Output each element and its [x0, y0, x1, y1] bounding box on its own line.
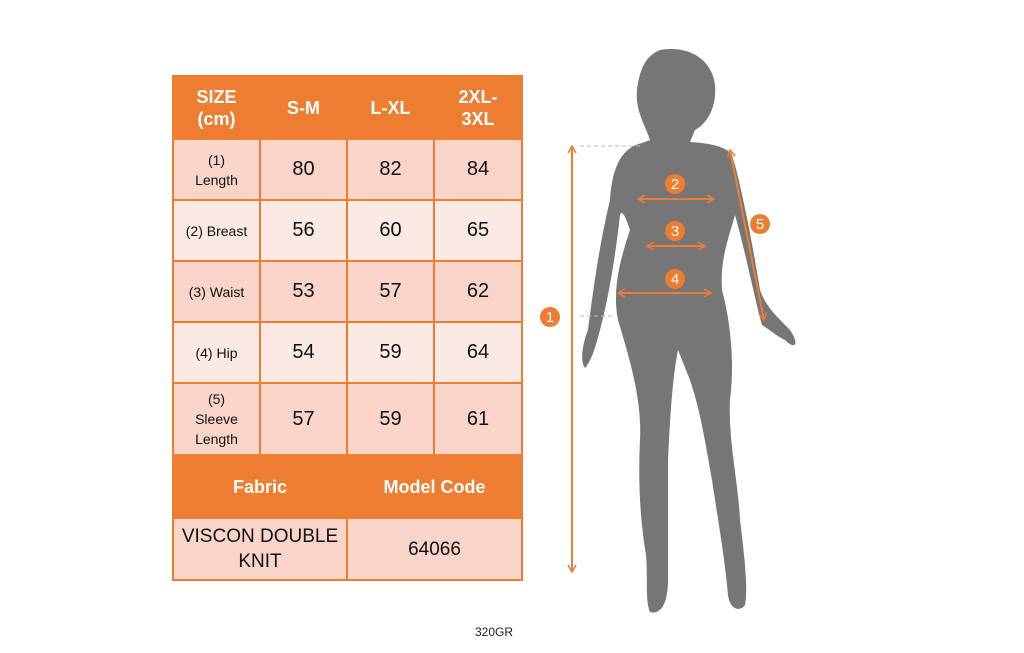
fabric-header: Fabric [172, 454, 348, 519]
row-label: (2) Breast [172, 199, 261, 262]
marker-4-icon [665, 269, 685, 289]
cell: 82 [346, 138, 435, 201]
cell: 57 [346, 260, 435, 323]
row-label: (5) Sleeve Length [172, 382, 261, 456]
cell: 56 [259, 199, 348, 262]
fabric-header-row: Fabric Model Code [172, 454, 523, 519]
marker-3: 3 [671, 223, 679, 240]
silhouette-icon [582, 49, 796, 613]
table-row: (2) Breast 56 60 65 [172, 199, 523, 262]
cell: 61 [433, 382, 523, 456]
cell: 59 [346, 382, 435, 456]
cell: 60 [346, 199, 435, 262]
cell: 53 [259, 260, 348, 323]
cell: 54 [259, 321, 348, 384]
header-size: SIZE (cm) [172, 75, 261, 140]
table-row: (1) Length 80 82 84 [172, 138, 523, 201]
marker-2-icon [665, 174, 685, 194]
marker-2: 2 [671, 176, 679, 193]
marker-5-icon [750, 214, 770, 234]
table-row: (5) Sleeve Length 57 59 61 [172, 382, 523, 456]
cell: 84 [433, 138, 523, 201]
header-s-m: S-M [259, 75, 348, 140]
fabric-value: VISCON DOUBLE KNIT [172, 517, 348, 581]
footer-code: 320GR [475, 625, 514, 639]
header-l-xl: L-XL [346, 75, 435, 140]
cell: 57 [259, 382, 348, 456]
marker-1: 1 [546, 309, 554, 326]
cell: 64 [433, 321, 523, 384]
fabric-row: VISCON DOUBLE KNIT 64066 [172, 517, 523, 581]
table-row: (4) Hip 54 59 64 [172, 321, 523, 384]
table-row: (3) Waist 53 57 62 [172, 260, 523, 323]
sleeve-arrow [726, 148, 768, 322]
row-label: (4) Hip [172, 321, 261, 384]
header-row: SIZE (cm) S-M L-XL 2XL- 3XL [172, 75, 523, 140]
row-label: (3) Waist [172, 260, 261, 323]
header-2xl-3xl: 2XL- 3XL [433, 75, 523, 140]
cell: 65 [433, 199, 523, 262]
cell: 80 [259, 138, 348, 201]
size-chart-table: SIZE (cm) S-M L-XL 2XL- 3XL (1) Length 8… [172, 75, 523, 581]
cell: 59 [346, 321, 435, 384]
marker-1-icon [540, 307, 560, 327]
marker-3-icon [665, 221, 685, 241]
marker-5: 5 [756, 216, 764, 233]
model-code-value: 64066 [346, 517, 523, 581]
cell: 62 [433, 260, 523, 323]
marker-4: 4 [671, 271, 679, 288]
row-label: (1) Length [172, 138, 261, 201]
model-code-header: Model Code [346, 454, 523, 519]
